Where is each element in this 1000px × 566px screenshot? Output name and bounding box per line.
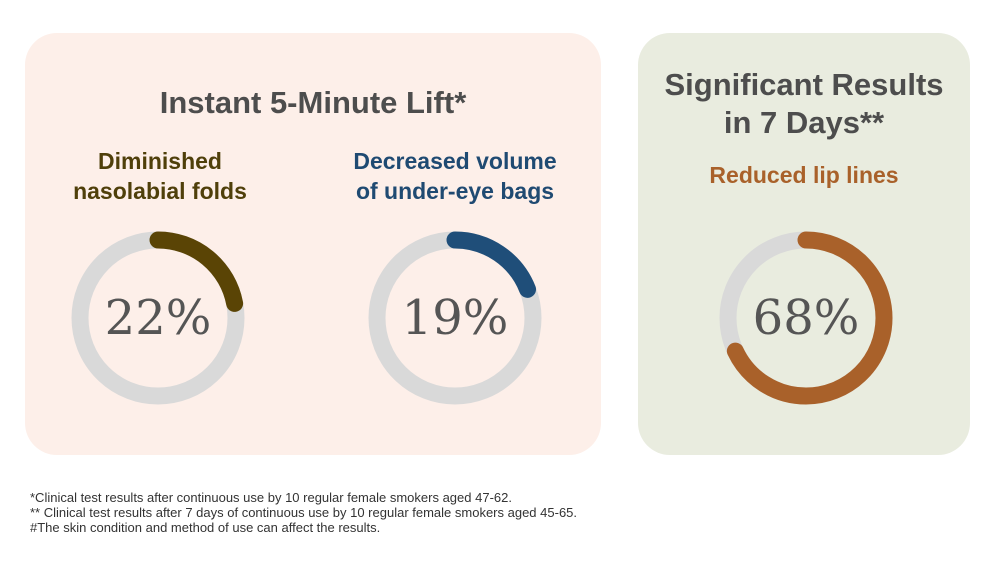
title-line: Significant Results: [664, 67, 944, 102]
title-line: in 7 Days**: [723, 105, 885, 140]
footnotes: *Clinical test results after continuous …: [30, 490, 577, 535]
panel2-title: Significant Results in 7 Days**: [638, 66, 970, 142]
panel1-title: Instant 5-Minute Lift*: [159, 85, 467, 120]
donut-value-arc: [368, 231, 542, 405]
label-line: nasolabial folds: [73, 178, 247, 204]
donut-nasolabial: 22%: [71, 231, 245, 405]
donut-value-arc: [719, 231, 893, 405]
label-line: of under-eye bags: [355, 178, 555, 204]
donut-lip-lines: 68%: [719, 231, 893, 405]
donut-value-label: 19%: [402, 290, 509, 346]
footnote: ** Clinical test results after 7 days of…: [30, 505, 578, 520]
donut-value-label: 68%: [753, 290, 860, 346]
label-line: Decreased volume: [353, 148, 557, 174]
donut-value-label: 22%: [105, 290, 212, 346]
label-line: Diminished: [98, 148, 222, 174]
label-lip-lines: Reduced lip lines: [709, 162, 899, 188]
label-nasolabial: Diminished nasolabial folds: [40, 146, 280, 206]
footnote: *Clinical test results after continuous …: [30, 490, 512, 505]
footnote: #The skin condition and method of use ca…: [30, 520, 381, 535]
donut-value-arc: [71, 231, 245, 405]
donut-under-eye: 19%: [368, 231, 542, 405]
label-under-eye: Decreased volume of under-eye bags: [325, 146, 585, 206]
